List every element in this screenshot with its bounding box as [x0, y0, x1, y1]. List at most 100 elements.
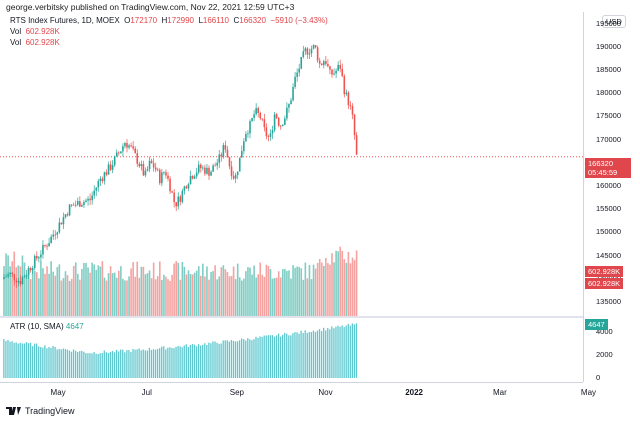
- atr-bar: [120, 349, 122, 378]
- volume-bar: [163, 274, 165, 316]
- legend-symbol[interactable]: RTS Index Futures, 1D, MOEX: [10, 16, 120, 25]
- atr-bar: [304, 330, 306, 378]
- chart-legend: RTS Index Futures, 1D, MOEX O172170 H172…: [10, 15, 328, 48]
- volume-bar: [204, 276, 206, 316]
- atr-pane[interactable]: [0, 318, 583, 382]
- candle-body: [290, 100, 292, 105]
- volume-bar: [156, 276, 159, 316]
- candle-body: [56, 232, 59, 235]
- atr-bar: [214, 341, 216, 378]
- time-axis[interactable]: May Jul Sep Nov 2022 Mar May: [0, 382, 596, 403]
- atr-bar: [259, 336, 261, 378]
- volume-tag-2: 602.928K: [585, 278, 624, 289]
- currency-badge[interactable]: USD: [602, 15, 626, 28]
- atr-bar: [142, 349, 144, 378]
- volume-bar: [81, 268, 83, 316]
- volume-bar: [56, 267, 59, 316]
- atr-bar: [111, 350, 114, 378]
- price-axis[interactable]: USD 195000 190000 185000 180000 175000 170000…: [583, 12, 640, 382]
- volume-bar: [306, 278, 309, 316]
- atr-bar: [290, 335, 292, 378]
- candle-body: [23, 276, 26, 278]
- pane-divider[interactable]: [0, 316, 583, 318]
- candle-body: [165, 172, 167, 176]
- volume-bar: [89, 272, 91, 316]
- volume-bar: [325, 257, 327, 316]
- atr-bar: [93, 352, 95, 378]
- volume-bar: [222, 265, 225, 316]
- atr-tick-label: 0: [596, 373, 601, 382]
- atr-bar: [275, 335, 278, 378]
- candle-body: [261, 118, 264, 120]
- atr-bar: [314, 331, 317, 378]
- atr-bar: [195, 346, 198, 378]
- atr-bar: [150, 349, 153, 378]
- candle-body: [234, 175, 237, 179]
- legend-vol2-label[interactable]: Vol: [10, 38, 22, 47]
- volume-bar: [115, 277, 118, 316]
- candle-body: [232, 176, 235, 179]
- volume-bar: [183, 266, 186, 316]
- volume-bar: [253, 265, 255, 316]
- volume-bar: [48, 273, 50, 316]
- legend-ohlc-row: RTS Index Futures, 1D, MOEX O172170 H172…: [10, 15, 328, 26]
- candle-body: [54, 234, 57, 236]
- candle-body: [347, 92, 350, 106]
- candle-body: [156, 169, 159, 171]
- price-tick-label: 185000: [596, 65, 622, 74]
- atr-tick-label: 2000: [596, 349, 613, 359]
- volume-bar: [351, 257, 354, 316]
- atr-bar: [11, 341, 13, 378]
- candle-body: [111, 165, 114, 170]
- volume-bar: [312, 264, 315, 316]
- candle-body: [72, 204, 75, 206]
- atr-bar: [130, 352, 132, 378]
- atr-bar: [320, 331, 323, 378]
- atr-legend-label[interactable]: ATR (10, SMA): [10, 322, 64, 331]
- atr-bar: [337, 325, 339, 378]
- atr-bar: [183, 345, 185, 378]
- atr-bar: [245, 340, 247, 378]
- volume-bar: [238, 277, 241, 316]
- volume-bar: [161, 279, 163, 316]
- candle-body: [286, 107, 288, 119]
- volume-bar: [282, 269, 284, 316]
- candle-body: [122, 146, 124, 152]
- candle-body: [257, 108, 259, 113]
- atr-bar: [323, 327, 325, 378]
- candle-body: [29, 268, 32, 271]
- volume-bar: [109, 266, 112, 316]
- candle-body: [109, 164, 112, 170]
- volume-bar: [288, 270, 290, 316]
- atr-bar: [187, 346, 189, 378]
- legend-vol-row: Vol 602.928K: [10, 26, 328, 37]
- price-pane[interactable]: [0, 12, 583, 316]
- candle-body: [294, 76, 296, 87]
- volume-bar: [241, 280, 243, 316]
- candle-body: [77, 201, 79, 205]
- candle-body: [288, 104, 290, 108]
- candle-body: [300, 57, 303, 69]
- volume-bar: [107, 273, 110, 316]
- candle-body: [107, 164, 110, 175]
- legend-vol-label[interactable]: Vol: [10, 27, 22, 36]
- last-price-value: 166320: [588, 159, 614, 168]
- atr-bar: [222, 340, 224, 378]
- atr-bar: [91, 353, 93, 378]
- candle-body: [163, 172, 165, 174]
- atr-bar: [5, 341, 7, 378]
- candle-body: [187, 184, 190, 189]
- atr-bar: [46, 348, 48, 378]
- candle-body: [74, 204, 77, 206]
- volume-bar: [169, 280, 171, 316]
- volume-bar: [345, 262, 348, 316]
- legend-close: 166320: [239, 16, 266, 25]
- volume-bar: [257, 274, 259, 316]
- atr-bar: [163, 346, 165, 378]
- footer-brand: TradingView: [6, 406, 75, 416]
- volume-bar: [251, 274, 253, 316]
- atr-bar: [161, 346, 163, 378]
- candle-body: [175, 202, 177, 207]
- atr-bar: [134, 349, 136, 378]
- candle-body: [89, 198, 91, 201]
